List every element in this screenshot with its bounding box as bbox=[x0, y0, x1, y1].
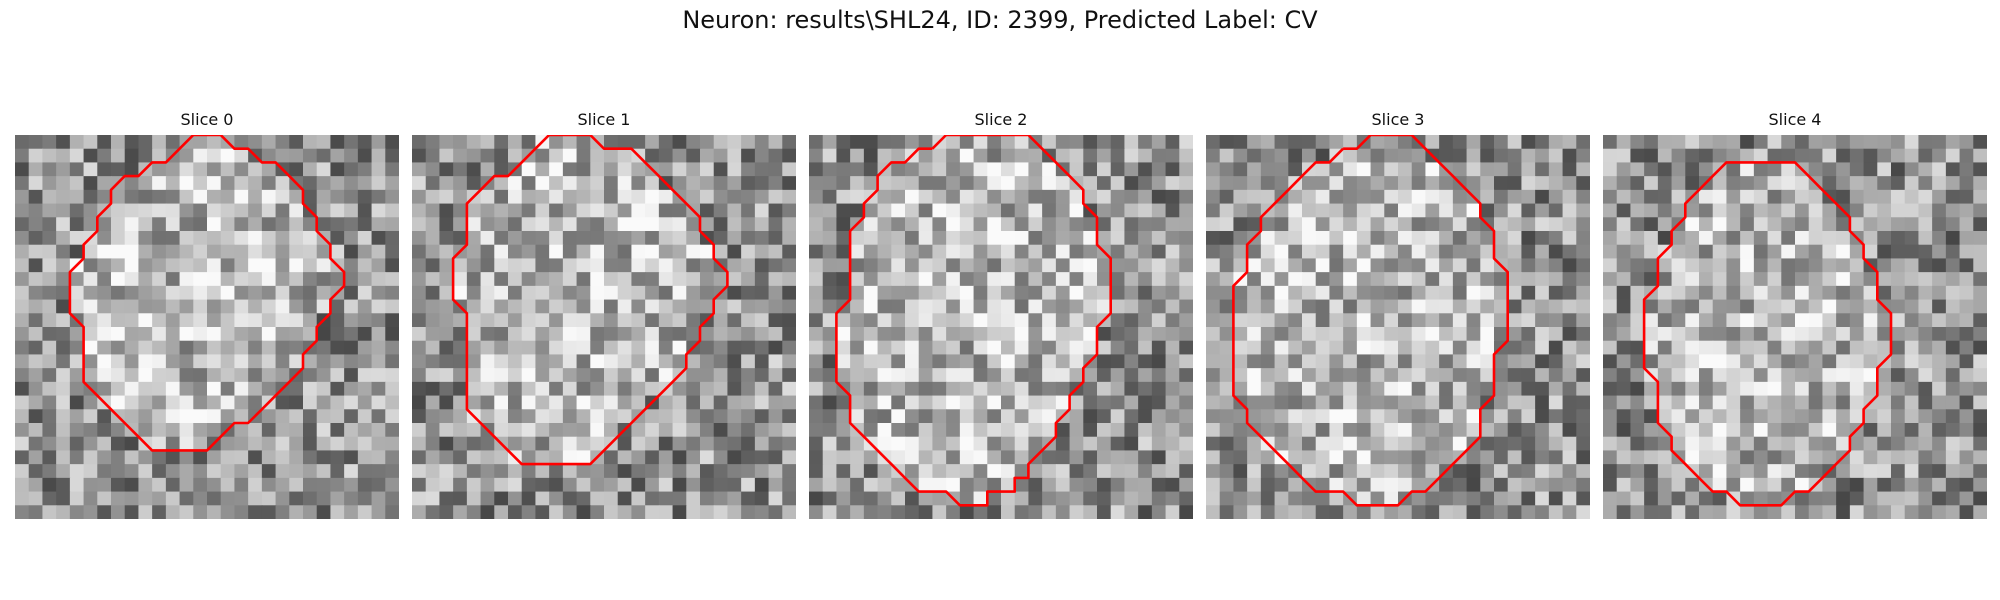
slice-title: Slice 3 bbox=[1371, 110, 1425, 129]
pixel-grid bbox=[412, 135, 796, 519]
cell-contour bbox=[451, 135, 729, 466]
slice-title: Slice 0 bbox=[180, 110, 234, 129]
figure-title: Neuron: results\SHL24, ID: 2399, Predict… bbox=[682, 6, 1318, 34]
slice-panel-1: Slice 1 bbox=[412, 108, 796, 519]
slice-image bbox=[1206, 135, 1590, 519]
slice-image bbox=[809, 135, 1193, 519]
pixel-grid bbox=[1206, 135, 1590, 519]
cell-contour bbox=[835, 135, 1113, 507]
slice-title: Slice 1 bbox=[577, 110, 631, 129]
slice-image bbox=[412, 135, 796, 519]
slice-image bbox=[15, 135, 399, 519]
pixel-grid bbox=[1603, 135, 1987, 519]
pixel-grid bbox=[15, 135, 399, 519]
slice-panel-3: Slice 3 bbox=[1206, 108, 1590, 519]
pixel-grid bbox=[809, 135, 1193, 519]
slice-panel-0: Slice 0 bbox=[15, 108, 399, 519]
slice-title: Slice 4 bbox=[1768, 110, 1822, 129]
cell-contour bbox=[1232, 135, 1510, 507]
cell-contour bbox=[1642, 161, 1893, 507]
slice-panel-4: Slice 4 bbox=[1603, 108, 1987, 519]
slice-panel-2: Slice 2 bbox=[809, 108, 1193, 519]
cell-contour bbox=[68, 135, 346, 452]
slice-title: Slice 2 bbox=[974, 110, 1028, 129]
slice-image bbox=[1603, 135, 1987, 519]
